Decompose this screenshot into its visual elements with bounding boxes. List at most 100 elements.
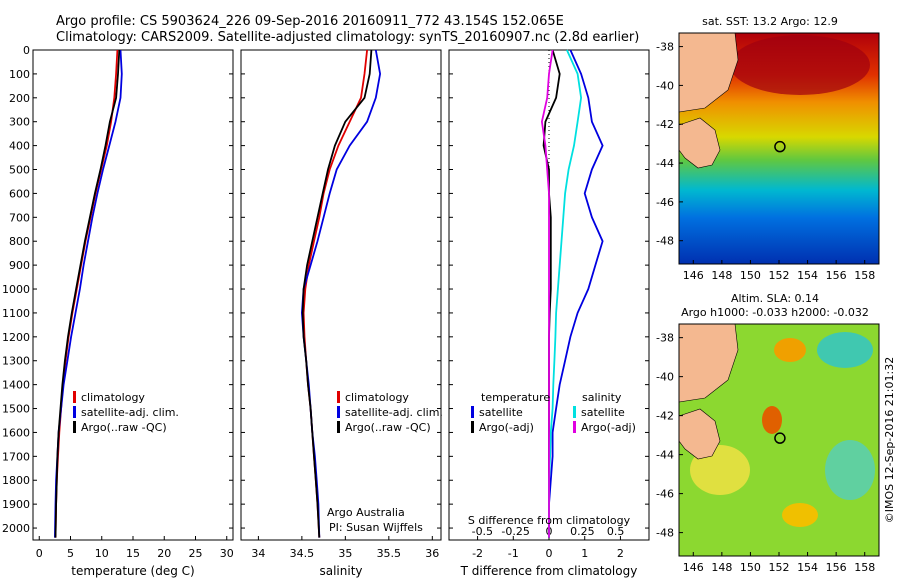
lon-tick-label: 146 [683, 561, 704, 574]
difference-legend: temperature satellite Argo(-adj) salinit… [471, 391, 636, 434]
sla-blob [817, 332, 873, 368]
lon-tick-label: 146 [683, 269, 704, 282]
difference-chart: -2 -1 0 1 2-0.5 -0.25 0 0.25 0.5 [449, 49, 649, 560]
tasmania [678, 408, 721, 460]
legend-label-t-argo: Argo(-adj) [479, 421, 534, 434]
legend-swatch-s-argo [573, 421, 576, 433]
x-tick-label: 36 [425, 547, 439, 560]
legend-swatch-satellite [73, 406, 76, 418]
legend-label-climatology: climatology [81, 391, 145, 404]
top-tick-label: -0.5 [472, 525, 493, 538]
x-tick-label: 34 [251, 547, 265, 560]
depth-tick-label: 2000 [2, 522, 30, 535]
legend-swatch-climatology [337, 391, 340, 403]
depth-tick-label: 700 [9, 211, 30, 224]
temperature-legend: climatology satellite-adj. clim. Argo(..… [73, 391, 179, 434]
annotation-argo-australia: Argo Australia [327, 506, 405, 519]
lon-tick-label: 150 [740, 561, 761, 574]
sla-blob [782, 503, 818, 527]
x-tick-label: 5 [67, 547, 74, 560]
top-tick-label: -0.25 [501, 525, 529, 538]
lat-tick-label: -48 [656, 527, 674, 540]
depth-tick-label: 1300 [2, 355, 30, 368]
x-tick-label: -2 [472, 547, 483, 560]
salinity-chart: 34 34.5 35 35.5 36 [241, 49, 441, 560]
temperature-chart: 0 5 10 15 20 25 30 [33, 49, 234, 560]
lon-tick-label: 158 [854, 269, 875, 282]
lat-tick-label: -38 [656, 332, 674, 345]
legend-swatch-t-argo [471, 421, 474, 433]
x-tick-label: 0 [36, 547, 43, 560]
lon-tick-label: 150 [740, 269, 761, 282]
sla-blob [762, 406, 782, 434]
argo-float-marker [774, 432, 786, 444]
title-line-2: Climatology: CARS2009. Satellite-adjuste… [56, 30, 640, 45]
depth-tick-label: 1500 [2, 403, 30, 416]
lon-tick-label: 152 [769, 269, 790, 282]
lat-tick-label: -46 [656, 196, 674, 209]
depth-tick-label: 1100 [2, 307, 30, 320]
depth-tick-label: 100 [9, 68, 30, 81]
x-tick-label: 34.5 [290, 547, 315, 560]
lat-tick-label: -42 [656, 410, 674, 423]
legend-label-argo: Argo(..raw -QC) [81, 421, 167, 434]
series-line [300, 49, 382, 538]
top-tick-label: 0.5 [607, 525, 625, 538]
sla-map-title-1: Altim. SLA: 0.14 [731, 292, 819, 305]
difference-top-xlabel: S difference from climatology [468, 514, 631, 527]
x-tick-label: 15 [126, 547, 140, 560]
series-line [54, 49, 123, 538]
lon-tick-label: 148 [711, 269, 732, 282]
sst-map-axes: -38 -40 -42 -44 -46 -48 146 148 150 152 154 156 158 [656, 41, 875, 282]
sla-blob [774, 338, 806, 362]
x-tick-label: 2 [617, 547, 624, 560]
lat-tick-label: -48 [656, 235, 674, 248]
series-line [54, 49, 119, 538]
lon-tick-label: 156 [826, 561, 847, 574]
top-tick-label: 0.25 [570, 525, 595, 538]
salinity-panel-frame [240, 49, 442, 541]
depth-tick-label: 1200 [2, 331, 30, 344]
series-line [548, 49, 583, 538]
annotation-pi: PI: Susan Wijffels [329, 521, 423, 534]
depth-tick-label: 1400 [2, 379, 30, 392]
depth-tick-label: 900 [9, 259, 30, 272]
legend-label-satellite: satellite-adj. clim. [81, 406, 179, 419]
sst-map-title: sat. SST: 13.2 Argo: 12.9 [702, 15, 838, 28]
lat-tick-label: -40 [656, 371, 674, 384]
depth-axis: 0 100 200 300 400 500 600 700 800 900 1000 1100 1200… [2, 44, 30, 535]
sst-map: sat. SST: 13.2 Argo: 12.9 -38 -40 -42 -44 -4… [656, 15, 880, 282]
lon-tick-label: 158 [854, 561, 875, 574]
legend-swatch-argo [337, 421, 340, 433]
depth-tick-label: 800 [9, 235, 30, 248]
series-line [302, 49, 368, 538]
depth-tick-label: 1900 [2, 498, 30, 511]
legend-title-salinity: salinity [582, 391, 622, 404]
sst-warm-core [730, 35, 870, 95]
sla-map-axes: -38 -40 -42 -44 -46 -48 146 148 150 152 154 156 158 [656, 332, 875, 574]
credit-timestamp: ©IMOS 12-Sep-2016 21:01:32 [883, 357, 896, 523]
lon-tick-label: 152 [769, 561, 790, 574]
lon-tick-label: 156 [826, 269, 847, 282]
sla-map: Altim. SLA: 0.14 Argo h1000: -0.033 h200… [656, 292, 880, 574]
x-tick-label: 35.5 [377, 547, 402, 560]
depth-tick-label: 1000 [2, 283, 30, 296]
series-line [54, 49, 121, 538]
series-line [540, 49, 554, 538]
series-line [548, 49, 604, 538]
sla-map-title-2: Argo h1000: -0.033 h2000: -0.032 [681, 306, 869, 319]
depth-tick-label: 1800 [2, 474, 30, 487]
legend-swatch-satellite [337, 406, 340, 418]
legend-label-satellite: satellite-adj. clim. [345, 406, 443, 419]
legend-label-s-argo: Argo(-adj) [581, 421, 636, 434]
depth-tick-label: 600 [9, 187, 30, 200]
depth-tick-label: 400 [9, 140, 30, 153]
x-tick-label: 30 [220, 547, 234, 560]
legend-title-temperature: temperature [481, 391, 550, 404]
x-tick-label: 20 [157, 547, 171, 560]
series-line [301, 49, 373, 538]
legend-label-climatology: climatology [345, 391, 409, 404]
lat-tick-label: -40 [656, 79, 674, 92]
lon-tick-label: 154 [797, 269, 818, 282]
